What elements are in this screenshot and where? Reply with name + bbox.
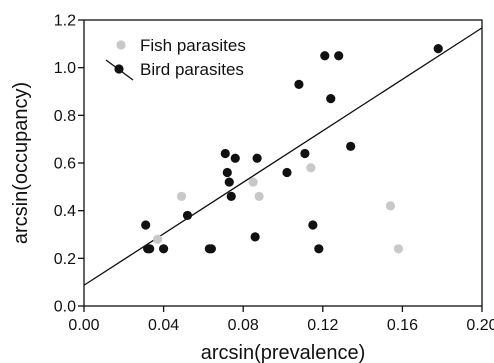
data-point-fish (153, 234, 163, 244)
legend-marker-fish (116, 40, 126, 50)
data-point-fish (385, 201, 396, 211)
data-point-bird (220, 148, 230, 159)
x-tick-label: 0.04 (148, 317, 179, 334)
data-point-bird (314, 244, 324, 254)
x-axis-label: arcsin(prevalence) (201, 342, 366, 363)
data-point-bird (182, 210, 193, 221)
x-tick-label: 0.20 (466, 317, 494, 334)
legend-label-fish: Fish parasites (140, 36, 246, 55)
y-tick-label: 0.2 (54, 251, 76, 268)
data-point-fish (306, 163, 316, 173)
data-point-bird (326, 94, 336, 104)
data-point-bird (145, 244, 155, 254)
data-point-bird (294, 79, 304, 89)
x-tick-label: 0.08 (228, 317, 259, 334)
data-point-fish (254, 191, 264, 201)
data-point-bird (141, 220, 151, 230)
data-point-bird (252, 153, 262, 163)
data-point-fish (176, 191, 187, 201)
x-tick-label: 0.16 (387, 317, 418, 334)
data-point-bird (308, 220, 318, 230)
data-point-bird (250, 232, 260, 242)
data-point-bird (433, 44, 443, 54)
y-axis-label: arcsin(occupancy) (10, 82, 32, 244)
data-point-bird (226, 191, 236, 201)
y-tick-label: 1.2 (54, 13, 76, 30)
data-point-bird (282, 167, 292, 178)
x-tick-label: 0.12 (307, 317, 338, 334)
data-point-bird (230, 153, 240, 163)
data-point-bird (159, 244, 169, 254)
legend-marker-bird (114, 64, 124, 74)
data-point-bird (224, 177, 234, 187)
y-tick-label: 0.4 (54, 203, 76, 220)
y-tick-label: 0.0 (54, 299, 76, 316)
fit-line-bird (83, 27, 483, 286)
y-tick-label: 0.8 (54, 108, 76, 125)
data-point-bird (320, 51, 330, 61)
data-point-fish (248, 177, 258, 187)
data-point-bird (346, 141, 356, 151)
legend: Fish parasites Bird parasites (105, 36, 246, 81)
y-tick-label: 1.0 (54, 60, 76, 77)
data-point-bird (334, 51, 344, 61)
data-point-bird (222, 167, 232, 178)
data-point-fish (393, 244, 404, 254)
data-point-bird (300, 148, 310, 159)
data-point-bird (206, 244, 216, 254)
x-tick-label: 0.00 (68, 317, 99, 334)
y-tick-label: 0.6 (54, 156, 76, 173)
legend-label-bird: Bird parasites (140, 60, 244, 79)
